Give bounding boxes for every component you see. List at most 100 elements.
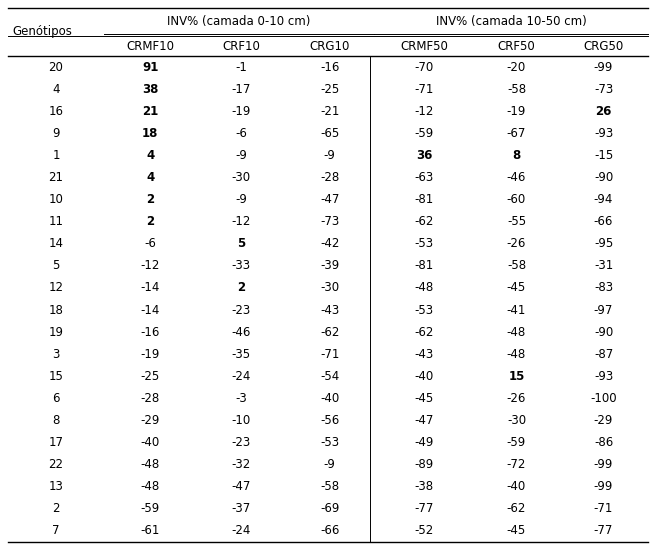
Text: -40: -40 — [140, 436, 160, 449]
Text: -42: -42 — [320, 237, 340, 250]
Text: -1: -1 — [235, 60, 247, 74]
Text: -16: -16 — [140, 326, 160, 339]
Text: 5: 5 — [237, 237, 245, 250]
Text: -20: -20 — [507, 60, 526, 74]
Text: 2: 2 — [52, 502, 60, 515]
Text: -66: -66 — [320, 525, 340, 537]
Text: -9: -9 — [324, 149, 336, 162]
Text: -25: -25 — [320, 82, 340, 96]
Text: -43: -43 — [320, 304, 340, 317]
Text: 22: 22 — [48, 458, 63, 471]
Text: CRF50: CRF50 — [498, 40, 535, 52]
Text: -24: -24 — [231, 370, 251, 383]
Text: -6: -6 — [235, 127, 247, 140]
Text: -33: -33 — [231, 260, 251, 272]
Text: -59: -59 — [507, 436, 526, 449]
Text: -58: -58 — [507, 260, 526, 272]
Text: 1: 1 — [52, 149, 60, 162]
Text: 13: 13 — [48, 480, 63, 493]
Text: -40: -40 — [320, 392, 340, 405]
Text: -12: -12 — [140, 260, 160, 272]
Text: 19: 19 — [48, 326, 63, 339]
Text: 12: 12 — [48, 282, 63, 294]
Text: -56: -56 — [320, 414, 340, 427]
Text: -38: -38 — [415, 480, 434, 493]
Text: -67: -67 — [507, 127, 526, 140]
Text: 6: 6 — [52, 392, 60, 405]
Text: -32: -32 — [231, 458, 251, 471]
Text: 15: 15 — [508, 370, 524, 383]
Text: -66: -66 — [594, 215, 613, 228]
Text: -17: -17 — [231, 82, 251, 96]
Text: -86: -86 — [594, 436, 613, 449]
Text: -23: -23 — [231, 436, 251, 449]
Text: 2: 2 — [237, 282, 245, 294]
Text: 2: 2 — [146, 193, 154, 206]
Text: CRF10: CRF10 — [222, 40, 260, 52]
Text: -46: -46 — [507, 171, 526, 184]
Text: 11: 11 — [48, 215, 63, 228]
Text: Genótipos: Genótipos — [12, 25, 72, 39]
Text: -73: -73 — [320, 215, 340, 228]
Text: -47: -47 — [231, 480, 251, 493]
Text: -77: -77 — [414, 502, 434, 515]
Text: -100: -100 — [590, 392, 617, 405]
Text: -52: -52 — [415, 525, 434, 537]
Text: 3: 3 — [52, 348, 59, 361]
Text: -45: -45 — [507, 525, 526, 537]
Text: -35: -35 — [231, 348, 251, 361]
Text: -62: -62 — [414, 326, 434, 339]
Text: 5: 5 — [52, 260, 59, 272]
Text: -89: -89 — [415, 458, 434, 471]
Text: -45: -45 — [415, 392, 434, 405]
Text: -41: -41 — [507, 304, 526, 317]
Text: CRMF10: CRMF10 — [126, 40, 174, 52]
Text: -12: -12 — [231, 215, 251, 228]
Text: -99: -99 — [594, 458, 613, 471]
Text: -69: -69 — [320, 502, 340, 515]
Text: 4: 4 — [146, 149, 154, 162]
Text: -9: -9 — [324, 458, 336, 471]
Text: -19: -19 — [140, 348, 160, 361]
Text: 18: 18 — [142, 127, 159, 140]
Text: -49: -49 — [414, 436, 434, 449]
Text: -14: -14 — [140, 304, 160, 317]
Text: 8: 8 — [52, 414, 59, 427]
Text: -72: -72 — [507, 458, 526, 471]
Text: -15: -15 — [594, 149, 613, 162]
Text: -73: -73 — [594, 82, 613, 96]
Text: -30: -30 — [231, 171, 251, 184]
Text: CRG10: CRG10 — [310, 40, 350, 52]
Text: CRMF50: CRMF50 — [400, 40, 448, 52]
Text: -93: -93 — [594, 127, 613, 140]
Text: -87: -87 — [594, 348, 613, 361]
Text: -45: -45 — [507, 282, 526, 294]
Text: 26: 26 — [596, 104, 612, 118]
Text: -62: -62 — [507, 502, 526, 515]
Text: 8: 8 — [513, 149, 520, 162]
Text: -54: -54 — [320, 370, 340, 383]
Text: 4: 4 — [146, 171, 154, 184]
Text: -14: -14 — [140, 282, 160, 294]
Text: -46: -46 — [231, 326, 251, 339]
Text: -90: -90 — [594, 326, 613, 339]
Text: -71: -71 — [414, 82, 434, 96]
Text: -71: -71 — [320, 348, 340, 361]
Text: -63: -63 — [415, 171, 434, 184]
Text: -90: -90 — [594, 171, 613, 184]
Text: -26: -26 — [507, 237, 526, 250]
Text: -58: -58 — [320, 480, 340, 493]
Text: -99: -99 — [594, 480, 613, 493]
Text: -9: -9 — [235, 149, 247, 162]
Text: -62: -62 — [320, 326, 340, 339]
Text: -93: -93 — [594, 370, 613, 383]
Text: -30: -30 — [507, 414, 526, 427]
Text: 38: 38 — [142, 82, 159, 96]
Text: -9: -9 — [235, 193, 247, 206]
Text: -97: -97 — [594, 304, 613, 317]
Text: -23: -23 — [231, 304, 251, 317]
Text: -62: -62 — [414, 215, 434, 228]
Text: -48: -48 — [415, 282, 434, 294]
Text: -70: -70 — [415, 60, 434, 74]
Text: 20: 20 — [48, 60, 63, 74]
